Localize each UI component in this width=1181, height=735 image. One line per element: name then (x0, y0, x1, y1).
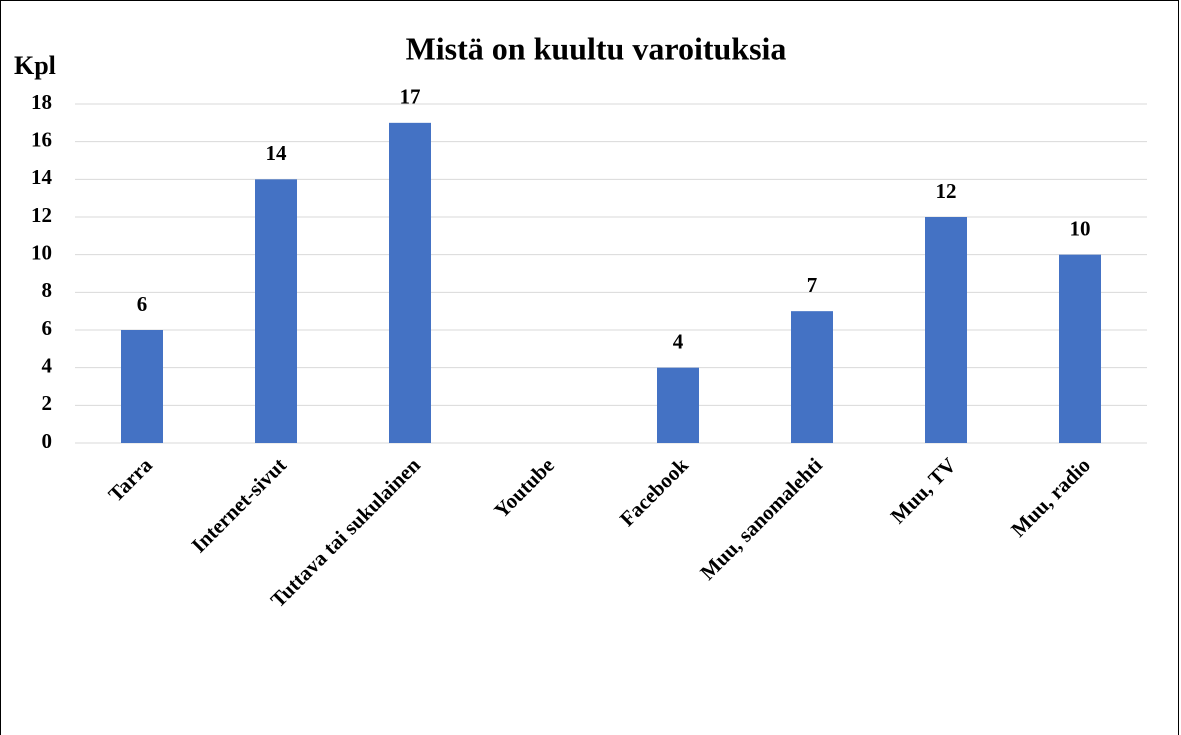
y-tick-label: 12 (31, 203, 52, 227)
bar (121, 330, 163, 443)
data-label: 10 (1070, 216, 1091, 240)
y-tick-label: 0 (42, 429, 53, 453)
y-tick-label: 8 (42, 278, 53, 302)
data-label: 4 (673, 329, 684, 353)
data-label: 12 (936, 179, 957, 203)
y-tick-label: 10 (31, 240, 52, 264)
data-label: 6 (137, 292, 148, 316)
y-tick-label: 4 (42, 353, 53, 377)
bar (657, 367, 699, 443)
bar (791, 311, 833, 443)
y-tick-label: 2 (42, 391, 53, 415)
bar (1059, 254, 1101, 443)
y-tick-label: 18 (31, 90, 52, 114)
data-label: 14 (266, 141, 288, 165)
bar (925, 217, 967, 443)
bar (255, 179, 297, 444)
data-label: 17 (400, 85, 421, 109)
y-tick-label: 6 (42, 316, 53, 340)
bar (389, 122, 431, 443)
y-tick-label: 16 (31, 127, 52, 151)
chart-title: Mistä on kuultu varoituksia (406, 30, 787, 66)
y-tick-label: 14 (31, 165, 53, 189)
data-label: 7 (807, 273, 818, 297)
y-axis-label: Kpl (14, 51, 56, 80)
